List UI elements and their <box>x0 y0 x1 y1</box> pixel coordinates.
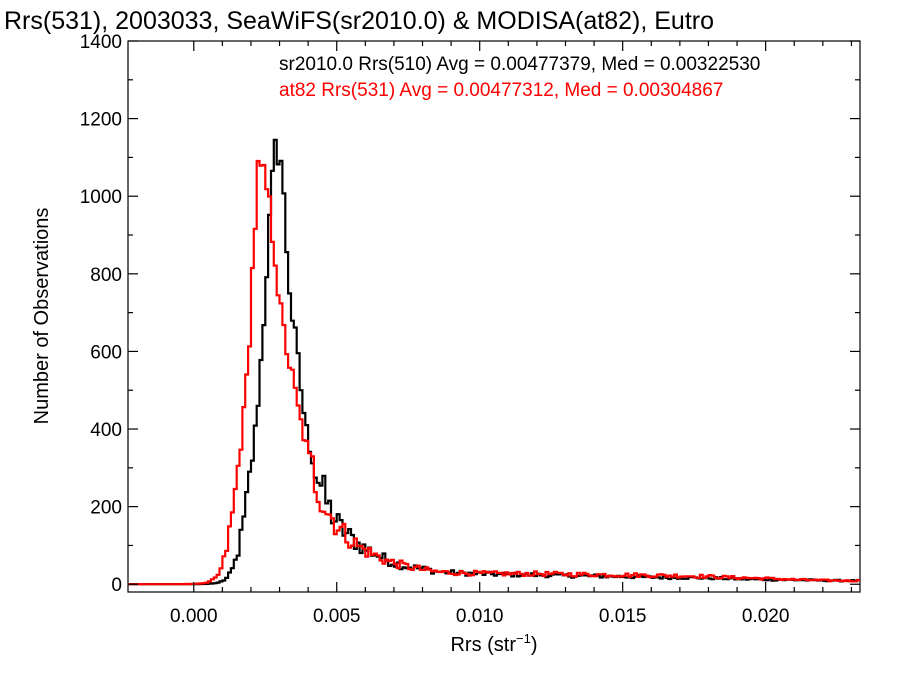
y-axis-label: Number of Observations <box>31 208 53 425</box>
x-axis-ticks: 0.000 0.005 0.010 0.015 0.020 <box>170 41 853 627</box>
x-axis-label-superscript: −1 <box>516 631 531 646</box>
legend-entry-at82: at82 Rrs(531) Avg = 0.00477312, Med = 0.… <box>279 80 723 101</box>
y-tick-label: 200 <box>90 498 122 519</box>
x-tick-label: 0.005 <box>313 606 361 627</box>
x-axis-label: Rrs (str−1) <box>450 631 537 656</box>
y-tick-label: 800 <box>90 265 122 286</box>
plot-border <box>127 40 861 593</box>
x-tick-label: 0.015 <box>599 606 647 627</box>
series-group <box>128 138 860 586</box>
x-tick-label: 0.000 <box>170 606 218 627</box>
y-tick-label: 600 <box>90 342 122 363</box>
chart-title: Rrs(531), 2003033, SeaWiFS(sr2010.0) & M… <box>4 7 714 35</box>
y-tick-label: 0 <box>111 575 122 596</box>
series-line-1 <box>128 159 860 586</box>
x-axis-label-main: Rrs (str <box>450 634 516 656</box>
plot-frame <box>127 40 861 593</box>
y-axis-ticks: 0 200 400 600 800 1000 1200 1400 <box>80 32 860 596</box>
x-axis-label-end: ) <box>531 634 538 656</box>
x-tick-label: 0.010 <box>456 606 504 627</box>
y-tick-label: 1400 <box>80 32 122 53</box>
series-line-0 <box>128 138 860 586</box>
x-tick-label: 0.020 <box>742 606 790 627</box>
y-tick-label: 400 <box>90 420 122 441</box>
y-tick-label: 1000 <box>80 187 122 208</box>
legend-entry-sr2010: sr2010.0 Rrs(510) Avg = 0.00477379, Med … <box>279 54 760 75</box>
y-tick-label: 1200 <box>80 110 122 131</box>
